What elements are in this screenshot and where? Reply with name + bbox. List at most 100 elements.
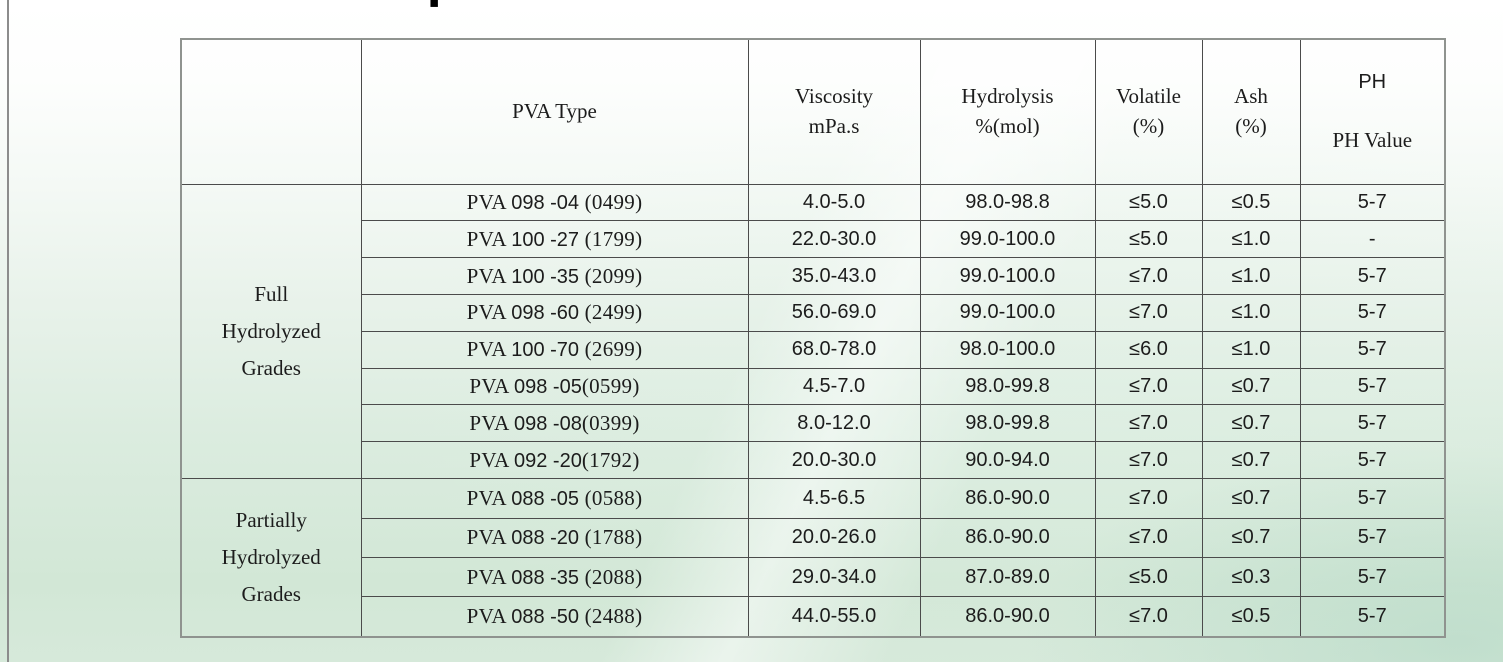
volatile-cell: ≤5.0 [1094, 556, 1203, 598]
ash-cell: ≤0.7 [1201, 441, 1301, 480]
ph-cell: 5-7 [1299, 556, 1446, 598]
hydrolysis-cell: 87.0-89.0 [919, 556, 1096, 598]
pva-type-cell: PVA 100 -27 (1799) [360, 220, 749, 259]
pva-spec-table: PVA Type Viscosity mPa.s Hydrolysis %(mo… [180, 38, 1446, 638]
hydrolysis-cell: 98.0-100.0 [919, 330, 1096, 369]
column-header-ash: Ash (%) [1201, 38, 1301, 185]
ash-cell: ≤0.5 [1201, 596, 1301, 638]
ph-cell: 5-7 [1299, 596, 1446, 638]
viscosity-cell: 68.0-78.0 [747, 330, 921, 369]
table-row: PVA 100 -35 (2099) 35.0-43.0 99.0-100.0 … [181, 257, 1446, 295]
pva-type-cell: PVA 098 -60 (2499) [360, 294, 749, 332]
viscosity-cell: 56.0-69.0 [747, 294, 921, 332]
hydrolysis-cell: 86.0-90.0 [919, 478, 1096, 519]
ash-cell: ≤1.0 [1201, 257, 1301, 295]
volatile-cell: ≤7.0 [1094, 517, 1203, 558]
hydrolysis-cell: 90.0-94.0 [919, 441, 1096, 480]
viscosity-cell: 20.0-30.0 [747, 441, 921, 480]
hydrolysis-cell: 86.0-90.0 [919, 517, 1096, 558]
ash-cell: ≤0.7 [1201, 478, 1301, 519]
hydrolysis-cell: 98.0-99.8 [919, 404, 1096, 443]
table-body: Full Hydrolyzed Grades PVA 098 -04 (0499)… [180, 183, 1446, 638]
volatile-cell: ≤5.0 [1094, 220, 1203, 259]
column-header-volatile: Volatile (%) [1094, 38, 1203, 185]
ash-cell: ≤0.5 [1201, 183, 1301, 222]
table-row: Full Hydrolyzed Grades PVA 098 -04 (0499)… [180, 183, 1446, 480]
pva-code-digits: 088 -35 [511, 566, 580, 589]
pva-type-cell: PVA 088 -35 (2088) [360, 556, 749, 598]
ash-cell: ≤1.0 [1201, 294, 1301, 332]
viscosity-cell: 44.0-55.0 [747, 596, 921, 638]
header-row: PVA Type Viscosity mPa.s Hydrolysis %(mo… [180, 38, 1446, 185]
column-header-ph: PH PH Value [1299, 38, 1446, 185]
ph-cell: 5-7 [1299, 294, 1446, 332]
table-row: PVA 100 -70 (2699) 68.0-78.0 98.0-100.0 … [181, 330, 1446, 369]
pva-code-digits: 100 -70 [511, 339, 580, 362]
viscosity-cell: 8.0-12.0 [747, 404, 921, 443]
row-group-label: Full Hydrolyzed Grades [180, 183, 362, 480]
ash-cell: ≤0.7 [1201, 367, 1301, 406]
column-header-viscosity: Viscosity mPa.s [747, 38, 921, 185]
table-header: PVA Type Viscosity mPa.s Hydrolysis %(mo… [180, 38, 1446, 185]
ph-cell: 5-7 [1299, 404, 1446, 443]
row-group-label: Partially Hydrolyzed Grades [180, 478, 362, 638]
column-header-group [180, 38, 362, 185]
pva-type-cell: PVA 088 -05 (0588) [360, 478, 749, 519]
viscosity-cell: 20.0-26.0 [747, 517, 921, 558]
pva-code-digits: 098 -60 [511, 302, 580, 325]
volatile-cell: ≤7.0 [1094, 367, 1203, 406]
volatile-cell: ≤7.0 [1094, 257, 1203, 295]
ph-cell: 5-7 [1299, 183, 1446, 222]
hydrolysis-cell: 86.0-90.0 [919, 596, 1096, 638]
hydrolysis-cell: 99.0-100.0 [919, 220, 1096, 259]
cropped-title-dot: ▪ [429, 0, 440, 11]
volatile-cell: ≤5.0 [1094, 183, 1203, 222]
volatile-cell: ≤7.0 [1094, 441, 1203, 480]
hydrolysis-cell: 99.0-100.0 [919, 257, 1096, 295]
hydrolysis-cell: 99.0-100.0 [919, 294, 1096, 332]
pva-code-digits: 092 -20 [513, 449, 582, 472]
viscosity-cell: 4.0-5.0 [747, 183, 921, 222]
volatile-cell: ≤7.0 [1094, 294, 1203, 332]
ash-cell: ≤0.7 [1201, 517, 1301, 558]
pva-code-digits: 100 -27 [511, 228, 580, 251]
pva-type-cell: PVA 092 -20(1792) [360, 441, 749, 480]
pva-code-digits: 100 -35 [511, 265, 580, 288]
viscosity-cell: 22.0-30.0 [747, 220, 921, 259]
ph-header-line2: PH Value [1332, 127, 1413, 152]
table-row: PVA 098 -05(0599) 4.5-7.0 98.0-99.8 ≤7.0… [181, 367, 1446, 406]
ash-cell: ≤1.0 [1201, 330, 1301, 369]
table-row: PVA 092 -20(1792) 20.0-30.0 90.0-94.0 ≤7… [181, 441, 1446, 480]
ph-cell: 5-7 [1299, 367, 1446, 406]
ash-cell: ≤1.0 [1201, 220, 1301, 259]
viscosity-cell: 35.0-43.0 [747, 257, 921, 295]
ash-cell: ≤0.3 [1201, 556, 1301, 598]
ph-cell: - [1299, 220, 1446, 259]
ph-cell: 5-7 [1299, 257, 1446, 295]
table-row: PVA 098 -08(0399) 8.0-12.0 98.0-99.8 ≤7.… [181, 404, 1446, 443]
ph-cell: 5-7 [1299, 517, 1446, 558]
column-header-pva-type: PVA Type [360, 38, 749, 185]
pva-type-cell: PVA 098 -05(0599) [360, 367, 749, 406]
viscosity-cell: 4.5-6.5 [747, 478, 921, 519]
page-left-rule [7, 0, 9, 662]
table-row: PVA 088 -50 (2488) 44.0-55.0 86.0-90.0 ≤… [181, 596, 1446, 638]
table-row: PVA 088 -20 (1788) 20.0-26.0 86.0-90.0 ≤… [181, 517, 1446, 558]
pva-type-cell: PVA 100 -70 (2699) [360, 330, 749, 369]
ash-cell: ≤0.7 [1201, 404, 1301, 443]
table-row: Partially Hydrolyzed Grades PVA 088 -05 (… [180, 478, 1446, 638]
table-row: PVA 088 -35 (2088) 29.0-34.0 87.0-89.0 ≤… [181, 556, 1446, 598]
pva-type-cell: PVA 088 -50 (2488) [360, 596, 749, 638]
pva-type-cell: PVA 088 -20 (1788) [360, 517, 749, 558]
hydrolysis-cell: 98.0-98.8 [919, 183, 1096, 222]
viscosity-cell: 4.5-7.0 [747, 367, 921, 406]
volatile-cell: ≤6.0 [1094, 330, 1203, 369]
column-header-hydrolysis: Hydrolysis %(mol) [919, 38, 1096, 185]
hydrolysis-cell: 98.0-99.8 [919, 367, 1096, 406]
ph-cell: 5-7 [1299, 330, 1446, 369]
volatile-cell: ≤7.0 [1094, 596, 1203, 638]
pva-code-digits: 098 -08 [513, 412, 582, 435]
pva-spec-table-wrap: PVA Type Viscosity mPa.s Hydrolysis %(mo… [180, 38, 1446, 638]
table-row: PVA 098 -60 (2499) 56.0-69.0 99.0-100.0 … [181, 294, 1446, 332]
